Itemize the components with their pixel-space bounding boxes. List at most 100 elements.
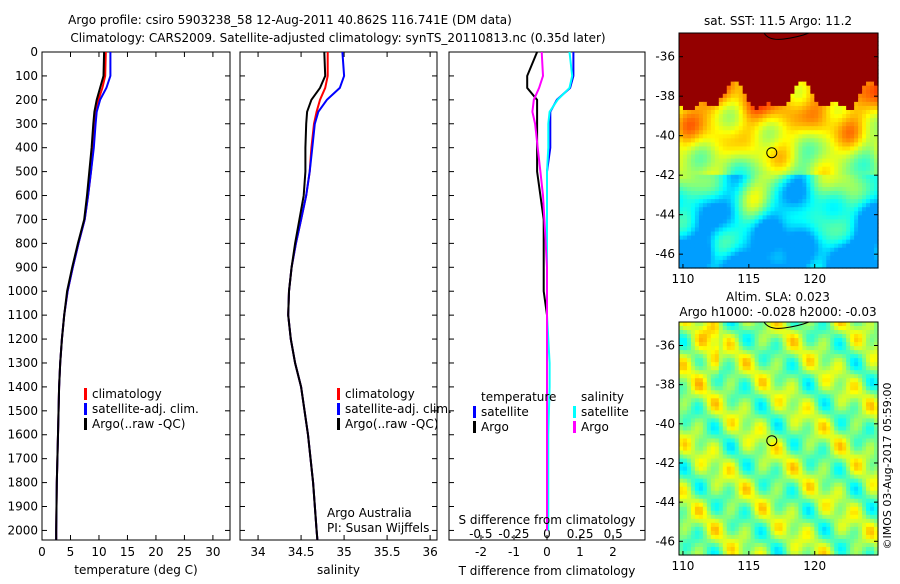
sla-map-cell [775, 414, 780, 419]
sla-map-cell [842, 326, 847, 331]
sst-map-cell [747, 49, 752, 54]
sst-map-cell [782, 207, 787, 212]
sst-map-cell [751, 223, 756, 228]
sla-map-cell [850, 322, 855, 327]
sla-map-cell [739, 350, 744, 355]
sst-map-cell [755, 118, 760, 123]
sst-map-cell [834, 146, 839, 151]
sst-map-cell [794, 74, 799, 79]
sst-map-cell [858, 126, 863, 131]
sla-map-cell [838, 463, 843, 468]
sst-map-cell [826, 227, 831, 232]
sla-map-cell [790, 370, 795, 375]
sla-map-cell [826, 342, 831, 347]
sla-map-cell [814, 455, 819, 460]
sla-map-cell [731, 394, 736, 399]
sst-map-cell [842, 126, 847, 131]
sla-map-cell [798, 366, 803, 371]
sst-map-cell [782, 223, 787, 228]
sst-map-cell [771, 65, 776, 70]
sst-map-cell [723, 175, 728, 180]
sla-map-cell [802, 418, 807, 423]
sst-map-cell [794, 159, 799, 164]
sst-map-cell [826, 114, 831, 119]
sst-map-cell [786, 106, 791, 111]
sst-map-cell [786, 130, 791, 135]
sla-map-cell [775, 346, 780, 351]
sla-map-cell [862, 358, 867, 363]
sst-map-cell [755, 203, 760, 208]
sst-map-cell [703, 163, 708, 168]
sst-map-cell [771, 134, 776, 139]
sst-map-cell [858, 187, 863, 192]
sst-map-cell [858, 102, 863, 107]
sst-map-cell [731, 199, 736, 204]
sst-map-cell [711, 240, 716, 245]
sla-map-cell [715, 390, 720, 395]
sst-map-cell [775, 134, 780, 139]
sla-map-cell [687, 398, 692, 403]
sla-map-cell [858, 338, 863, 343]
sst-map-cell [834, 61, 839, 66]
legend-swatch [337, 418, 340, 430]
sst-map-cell [679, 142, 684, 147]
sst-map-cell [810, 191, 815, 196]
sla-map-cell [739, 439, 744, 444]
sst-map-cell [743, 199, 748, 204]
sst-map-cell [862, 175, 867, 180]
sla-map-cell [723, 386, 728, 391]
sla-map-cell [691, 443, 696, 448]
sst-map-cell [715, 244, 720, 249]
sst-map-cell [707, 134, 712, 139]
sla-map-cell [747, 338, 752, 343]
sla-map-cell [683, 447, 688, 452]
sla-map-cell [695, 434, 700, 439]
sst-map-cell [775, 163, 780, 168]
sst-map-cell [707, 260, 712, 265]
sla-map-cell [699, 354, 704, 359]
sla-map-cell [779, 342, 784, 347]
sst-map-cell [731, 41, 736, 46]
sst-map-cell [727, 114, 732, 119]
sst-map-cell [747, 114, 752, 119]
sst-map-cell [794, 183, 799, 188]
sla-map-cell [810, 430, 815, 435]
sst-map-cell [834, 183, 839, 188]
sla-map-cell [735, 426, 740, 431]
sst-map-cell [822, 57, 827, 62]
sst-map-cell [679, 37, 684, 42]
sst-map-cell [703, 219, 708, 224]
sst-map-cell [719, 227, 724, 232]
sst-map-cell [771, 240, 776, 245]
sla-map-cell [842, 455, 847, 460]
sst-map-cell [866, 138, 871, 143]
sst-map-cell [731, 219, 736, 224]
sst-map-cell [759, 82, 764, 87]
sst-map-cell [842, 240, 847, 245]
sst-map-cell [786, 114, 791, 119]
sst-map-cell [858, 252, 863, 257]
sst-map-cell [699, 240, 704, 245]
sst-map-cell [719, 175, 724, 180]
sst-map-cell [786, 187, 791, 192]
sla-map-cell [838, 418, 843, 423]
sla-map-cell [771, 394, 776, 399]
sla-map-cell [782, 426, 787, 431]
sst-map-cell [711, 33, 716, 38]
sst-map-cell [755, 53, 760, 58]
sla-map-cell [838, 430, 843, 435]
sla-map-cell [870, 322, 875, 327]
sst-map-cell [806, 61, 811, 66]
sla-map-cell [822, 402, 827, 407]
sla-map-cell [870, 366, 875, 371]
sst-map-cell [830, 102, 835, 107]
sst-map-cell [707, 61, 712, 66]
sst-map-cell [687, 94, 692, 99]
sst-map-cell [798, 256, 803, 261]
sla-map-cell [699, 362, 704, 367]
sst-map-cell [699, 102, 704, 107]
sla-map-cell [707, 382, 712, 387]
sst-map-cell [838, 90, 843, 95]
sst-map-cell [806, 122, 811, 127]
sst-map-cell [687, 252, 692, 257]
